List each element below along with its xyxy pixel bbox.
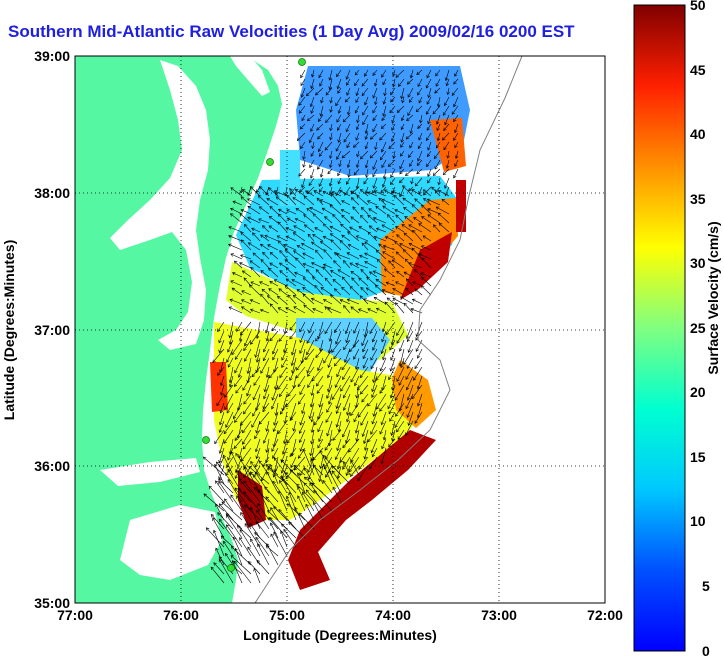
svg-text:38:00: 38:00 <box>34 185 70 201</box>
svg-text:20: 20 <box>690 384 706 400</box>
albemarle-sound <box>100 458 200 486</box>
svg-text:72:00: 72:00 <box>587 607 623 623</box>
svg-text:0: 0 <box>702 643 710 659</box>
current-vector-field <box>202 69 459 584</box>
svg-text:35: 35 <box>690 191 706 207</box>
map-title: Southern Mid-Atlantic Raw Velocities (1 … <box>8 22 575 41</box>
svg-text:37:00: 37:00 <box>34 322 70 338</box>
svg-text:77:00: 77:00 <box>57 607 93 623</box>
radar-stations <box>202 58 306 572</box>
svg-text:75:00: 75:00 <box>269 607 305 623</box>
svg-text:40: 40 <box>690 126 706 142</box>
radar-station <box>227 564 235 572</box>
shelf-break-contour <box>254 56 523 603</box>
colorbar-label: Surface Velocity (cm/s) <box>705 221 721 374</box>
svg-text:73:00: 73:00 <box>481 607 517 623</box>
svg-text:15: 15 <box>690 449 706 465</box>
svg-text:35:00: 35:00 <box>34 595 70 611</box>
svg-text:30: 30 <box>690 255 706 271</box>
svg-text:74:00: 74:00 <box>375 607 411 623</box>
pamlico-sound <box>120 505 222 580</box>
radar-station <box>298 58 306 66</box>
velocity-field <box>210 66 470 590</box>
y-axis-label: Latitude (Degrees:Minutes) <box>1 240 17 420</box>
grid-lines <box>75 56 605 603</box>
radar-station <box>202 436 210 444</box>
y-axis-ticks: 39:00 38:00 37:00 36:00 35:00 <box>34 48 70 611</box>
svg-text:76:00: 76:00 <box>163 607 199 623</box>
svg-text:50: 50 <box>690 0 706 13</box>
chesapeake-bay <box>110 60 210 350</box>
colorbar-ticks: 50 45 40 35 30 25 20 15 10 5 0 <box>690 0 710 659</box>
svg-text:45: 45 <box>690 62 706 78</box>
svg-text:39:00: 39:00 <box>34 48 70 64</box>
svg-text:5: 5 <box>702 578 710 594</box>
svg-text:10: 10 <box>690 513 706 529</box>
x-axis-ticks: 77:00 76:00 75:00 74:00 73:00 72:00 <box>57 607 623 623</box>
svg-text:36:00: 36:00 <box>34 458 70 474</box>
delaware-bay <box>230 56 270 96</box>
colorbar <box>633 4 686 652</box>
svg-text:25: 25 <box>690 320 706 336</box>
radar-station <box>266 158 274 166</box>
x-axis-label: Longitude (Degrees:Minutes) <box>243 627 437 643</box>
